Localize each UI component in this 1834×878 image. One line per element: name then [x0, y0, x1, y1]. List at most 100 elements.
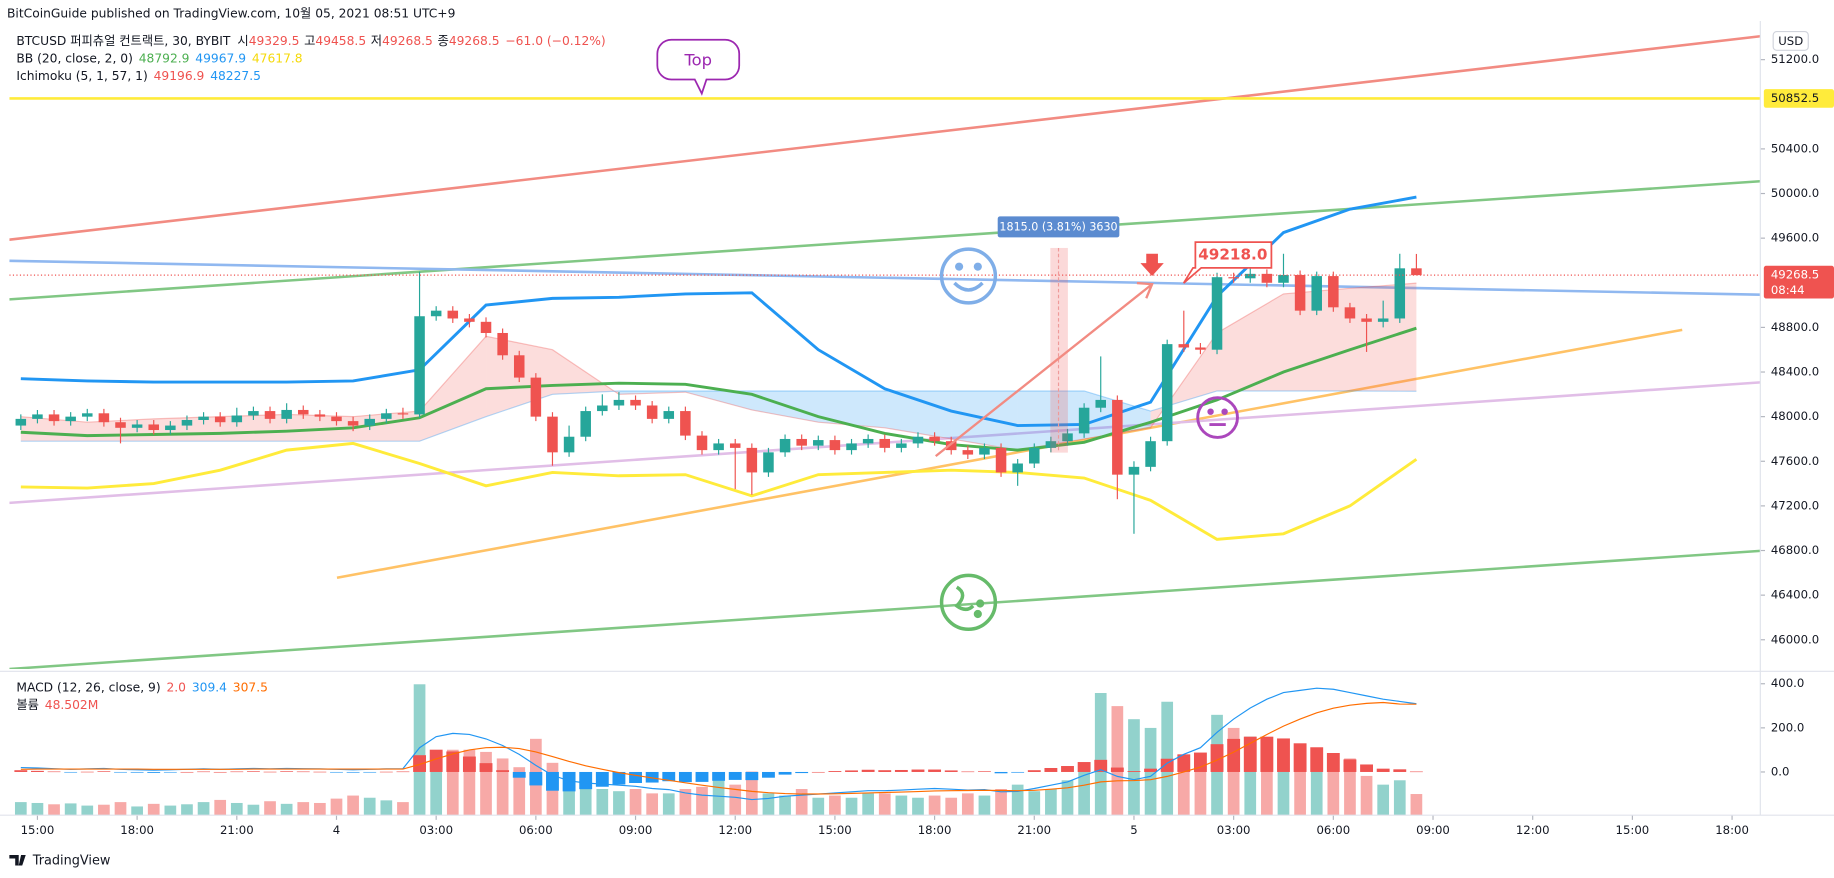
- volume-bar: [762, 793, 775, 816]
- candle-body: [1078, 407, 1090, 434]
- value: 49967.9: [195, 51, 246, 65]
- x-tick-label: 03:00: [1217, 823, 1251, 837]
- candle-body: [115, 422, 126, 428]
- value: 49268.5: [382, 33, 433, 47]
- candle-body: [713, 443, 724, 451]
- bb-line: [20, 441, 1418, 541]
- macd-line: [20, 701, 1417, 795]
- y-tick-label: 46000.0: [1771, 632, 1819, 646]
- volume-bar: [1277, 762, 1290, 816]
- macd-hist-bar: [230, 771, 244, 773]
- price-label: 49268.5: [1771, 268, 1819, 282]
- volume-bar: [197, 802, 210, 816]
- y-tick-label: 50400.0: [1771, 141, 1819, 155]
- volume-bar: [961, 793, 974, 816]
- bb-legend: BB (20, close, 2, 0) 48792.9 49967.9 47617.…: [16, 51, 302, 65]
- macd-hist-bar: [961, 771, 975, 773]
- macd-hist-bar: [911, 769, 925, 772]
- volume-bar: [280, 803, 293, 816]
- volume-bar: [1045, 789, 1057, 816]
- x-tick-label: 18:00: [1715, 823, 1749, 837]
- price-note-box: [1182, 241, 1273, 284]
- label: 고: [304, 33, 315, 47]
- volume-legend: 볼륨 48.502M: [16, 698, 98, 712]
- macd-hist-bar: [1260, 736, 1274, 772]
- cloud: [1217, 293, 1284, 391]
- lower-pane: [14, 684, 1423, 816]
- macd-hist-bar: [296, 771, 310, 773]
- macd-hist-bar: [147, 771, 161, 773]
- name: BB (20, close, 2, 0): [16, 51, 133, 65]
- candle-body: [729, 443, 741, 448]
- arrow-line: [934, 283, 1153, 458]
- macd-hist-bar: [1326, 753, 1340, 772]
- value: 49268.5: [449, 33, 500, 47]
- value: 48.502M: [45, 698, 99, 712]
- candle-body: [131, 424, 143, 428]
- candle-body: [1128, 466, 1140, 475]
- volume-bar: [48, 804, 60, 816]
- macd-hist-bar: [180, 771, 194, 773]
- candle-body: [696, 435, 708, 451]
- candle-body: [1228, 277, 1239, 279]
- volume-bar: [995, 789, 1007, 816]
- macd-hist-bar: [795, 771, 809, 774]
- macd-hist-bar: [1409, 771, 1423, 773]
- candle-body: [779, 438, 791, 453]
- candle-body: [563, 436, 575, 453]
- x-tick-label: 18:00: [120, 823, 154, 837]
- macd-hist-bar: [778, 771, 792, 775]
- name: MACD (12, 26, close, 9): [16, 680, 160, 694]
- level-label: 50852.5: [1771, 91, 1819, 105]
- macd-line: [20, 687, 1417, 801]
- y-tick-label: 48400.0: [1771, 365, 1819, 379]
- x-tick-label: 15:00: [1616, 823, 1650, 837]
- smiley-sad: [939, 573, 998, 631]
- candle-body: [497, 332, 508, 356]
- macd-hist-bar: [429, 749, 443, 772]
- candle-body: [165, 425, 176, 431]
- candle-body: [397, 413, 409, 415]
- trend-line: [9, 179, 1761, 301]
- candle-body: [480, 321, 492, 333]
- volume-bar: [596, 789, 609, 816]
- candle-body: [181, 419, 193, 426]
- macd-hist-bar: [114, 771, 127, 773]
- macd-hist-bar: [828, 771, 842, 772]
- candle-body: [663, 411, 675, 419]
- cloud: [1349, 283, 1417, 392]
- macd-hist-bar: [845, 770, 858, 772]
- ichimoku-legend: Ichimoku (5, 1, 57, 1) 49196.9 48227.5: [16, 69, 261, 83]
- x-tick-label: 06:00: [519, 823, 553, 837]
- candle-body: [15, 418, 27, 426]
- candle-body: [1278, 274, 1289, 283]
- macd-hist-bar: [31, 770, 44, 772]
- volume-bar: [629, 789, 642, 816]
- volume-bar: [1061, 780, 1074, 816]
- macd-hist-bar: [130, 771, 144, 773]
- volume-bar: [214, 799, 227, 816]
- candle-body: [829, 440, 841, 451]
- candle-body: [513, 355, 525, 378]
- candle-body: [98, 413, 110, 423]
- currency[interactable]: USD: [1778, 34, 1803, 48]
- volume-bar: [446, 749, 459, 816]
- candle-body: [347, 421, 359, 426]
- measure-box: [997, 216, 1120, 238]
- macd-hist-bar: [280, 771, 294, 772]
- candle-body: [381, 413, 392, 419]
- macd-hist-bar: [745, 771, 759, 781]
- volume-bar: [397, 802, 409, 816]
- macd-hist-bar: [1077, 762, 1091, 772]
- currency-box[interactable]: [1772, 30, 1809, 51]
- volume-bar: [314, 802, 326, 816]
- macd-hist-bar: [363, 771, 377, 773]
- volume-bar: [1393, 780, 1406, 816]
- macd-hist-bar: [712, 771, 726, 781]
- candle-body: [1361, 318, 1372, 322]
- candle-body: [1211, 277, 1223, 350]
- trend-line: [9, 259, 1761, 296]
- volume-bar: [696, 786, 708, 816]
- macd-hist-bar: [479, 763, 493, 772]
